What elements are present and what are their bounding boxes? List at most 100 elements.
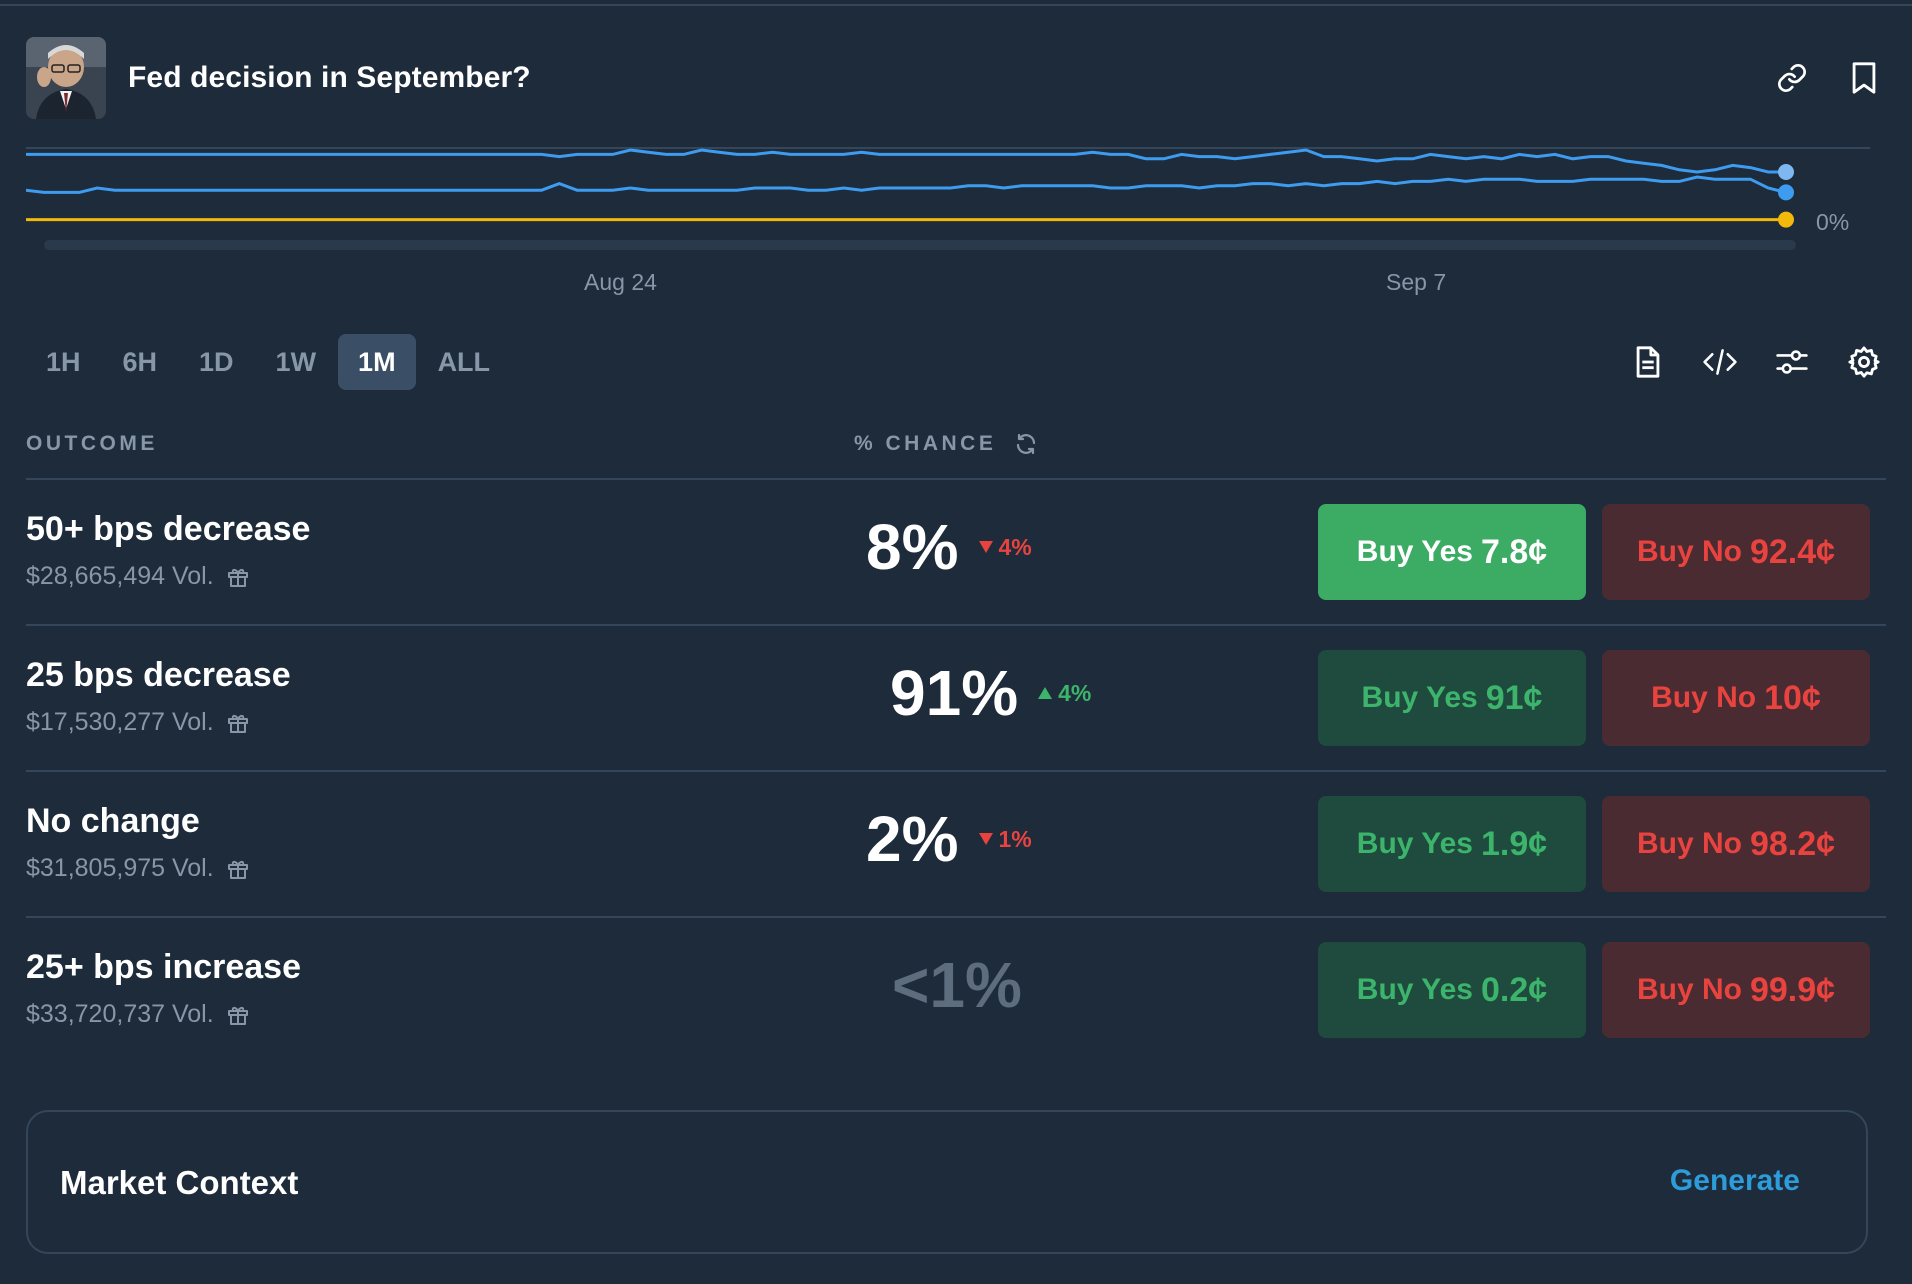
market-header: Fed decision in September? xyxy=(26,36,1886,120)
change-value: 4% xyxy=(998,533,1032,560)
outcome-row: No change $31,805,975 Vol. 2% 1% Buy Yes… xyxy=(26,772,1886,918)
outcomes-table-header: OUTCOME % CHANCE xyxy=(26,422,1886,480)
tab-1w[interactable]: 1W xyxy=(275,346,317,377)
chance-value: <1% xyxy=(892,949,1022,1021)
gear-icon xyxy=(1848,346,1880,378)
volume-text: $17,530,277 Vol. xyxy=(26,708,214,736)
gift-icon[interactable] xyxy=(226,565,250,589)
buy-no-label: Buy No xyxy=(1651,681,1757,714)
market-context-title: Market Context xyxy=(60,1164,299,1201)
buy-no-button[interactable]: Buy No 99.9¢ xyxy=(1602,942,1870,1038)
sliders-icon xyxy=(1776,350,1808,374)
copy-link-button[interactable] xyxy=(1770,56,1814,100)
tab-1m[interactable]: 1M xyxy=(338,334,416,390)
buy-no-label: Buy No xyxy=(1636,827,1742,860)
gift-icon[interactable] xyxy=(226,857,250,881)
outcome-name: 50+ bps decrease xyxy=(26,510,311,548)
bookmark-icon xyxy=(1852,62,1876,94)
buy-yes-button[interactable]: Buy Yes 91¢ xyxy=(1318,650,1586,746)
outcome-volume: $28,665,494 Vol. xyxy=(26,562,250,591)
chance-change: 4% xyxy=(1038,680,1091,707)
chart-canvas: 0% Aug 24 Sep 7 xyxy=(26,147,1870,295)
chance-value: 8% xyxy=(866,511,959,583)
x-tick-label: Aug 24 xyxy=(584,269,657,295)
yes-price: 7.8¢ xyxy=(1481,532,1548,571)
outcome-row: 50+ bps decrease $28,665,494 Vol. 8% 4% … xyxy=(26,480,1886,626)
series-line xyxy=(26,175,1787,194)
outcome-chance: 91% 4% xyxy=(890,656,1091,730)
embed-button[interactable] xyxy=(1698,340,1742,384)
buy-yes-button[interactable]: Buy Yes 7.8¢ xyxy=(1318,504,1586,600)
volume-text: $28,665,494 Vol. xyxy=(26,562,214,590)
chart-settings-button[interactable] xyxy=(1842,340,1886,384)
chance-value: 2% xyxy=(866,803,959,875)
tab-all[interactable]: ALL xyxy=(437,346,491,377)
document-icon xyxy=(1636,346,1660,378)
rules-button[interactable] xyxy=(1626,340,1670,384)
refresh-odds-button[interactable] xyxy=(1014,432,1038,456)
market-avatar xyxy=(26,37,106,119)
outcome-name: No change xyxy=(26,802,200,840)
chance-change: 4% xyxy=(978,533,1032,561)
yes-price: 91¢ xyxy=(1485,678,1543,717)
outcome-name: 25+ bps increase xyxy=(26,948,302,986)
generate-context-button[interactable]: Generate xyxy=(1669,1164,1800,1197)
no-price: 99.9¢ xyxy=(1749,970,1836,1009)
buy-yes-label: Buy Yes xyxy=(1356,973,1473,1006)
no-price: 98.2¢ xyxy=(1749,824,1836,863)
gift-icon[interactable] xyxy=(226,1003,250,1027)
gift-icon[interactable] xyxy=(226,711,250,735)
buy-no-button[interactable]: Buy No 92.4¢ xyxy=(1602,504,1870,600)
x-tick-label: Sep 7 xyxy=(1386,269,1446,295)
outcome-chance: 2% 1% xyxy=(866,802,1032,876)
triangle-up-icon xyxy=(1038,687,1053,699)
series-end-dot xyxy=(1778,164,1794,180)
market-title: Fed decision in September? xyxy=(128,61,531,94)
top-divider xyxy=(0,4,1912,6)
buy-yes-button[interactable]: Buy Yes 1.9¢ xyxy=(1318,796,1586,892)
outcome-volume: $33,720,737 Vol. xyxy=(26,1000,250,1029)
buy-no-button[interactable]: Buy No 98.2¢ xyxy=(1602,796,1870,892)
outcome-chance: 8% 4% xyxy=(866,510,1032,584)
chance-column-label: % CHANCE xyxy=(854,432,997,455)
code-icon xyxy=(1703,349,1737,375)
fed-chair-portrait-icon xyxy=(26,37,106,119)
bookmark-button[interactable] xyxy=(1842,56,1886,100)
tab-1d[interactable]: 1D xyxy=(199,346,234,377)
series-line xyxy=(26,148,1786,174)
volume-text: $31,805,975 Vol. xyxy=(26,854,214,882)
outcome-volume: $31,805,975 Vol. xyxy=(26,854,250,883)
yes-price: 0.2¢ xyxy=(1481,970,1548,1009)
outcome-volume: $17,530,277 Vol. xyxy=(26,708,250,737)
buy-no-button[interactable]: Buy No 10¢ xyxy=(1602,650,1870,746)
series-end-dot xyxy=(1778,211,1794,228)
change-value: 4% xyxy=(1058,679,1092,706)
yes-price: 1.9¢ xyxy=(1481,824,1548,863)
buy-yes-button[interactable]: Buy Yes 0.2¢ xyxy=(1318,942,1586,1038)
market-context-panel: Market Context Generate xyxy=(26,1110,1868,1254)
price-history-chart: 0% Aug 24 Sep 7 xyxy=(26,146,1886,306)
outcome-name: 25 bps decrease xyxy=(26,656,291,694)
triangle-down-icon xyxy=(978,541,993,553)
buy-yes-label: Buy Yes xyxy=(1356,827,1473,860)
buy-yes-label: Buy Yes xyxy=(1356,535,1473,568)
refresh-icon xyxy=(1017,433,1036,455)
no-price: 10¢ xyxy=(1764,678,1821,717)
chart-filters-button[interactable] xyxy=(1770,340,1814,384)
chance-value: 91% xyxy=(890,657,1019,729)
chance-change: 1% xyxy=(978,825,1032,853)
outcome-chance: <1% xyxy=(892,948,1022,1022)
tab-1h[interactable]: 1H xyxy=(46,346,81,377)
buy-no-label: Buy No xyxy=(1636,973,1742,1006)
outcome-row: 25+ bps increase $33,720,737 Vol. <1% Bu… xyxy=(26,918,1886,1062)
tab-6h[interactable]: 6H xyxy=(122,346,158,377)
chance-column-header: % CHANCE xyxy=(854,432,1038,456)
outcome-column-header: OUTCOME xyxy=(26,432,158,455)
volume-text: $33,720,737 Vol. xyxy=(26,1000,214,1028)
no-price: 92.4¢ xyxy=(1749,532,1836,571)
series-end-dot xyxy=(1778,184,1794,201)
chart-scrollbar[interactable] xyxy=(44,240,1796,250)
link-icon xyxy=(1778,64,1806,92)
buy-yes-label: Buy Yes xyxy=(1361,681,1478,714)
change-value: 1% xyxy=(998,825,1032,852)
